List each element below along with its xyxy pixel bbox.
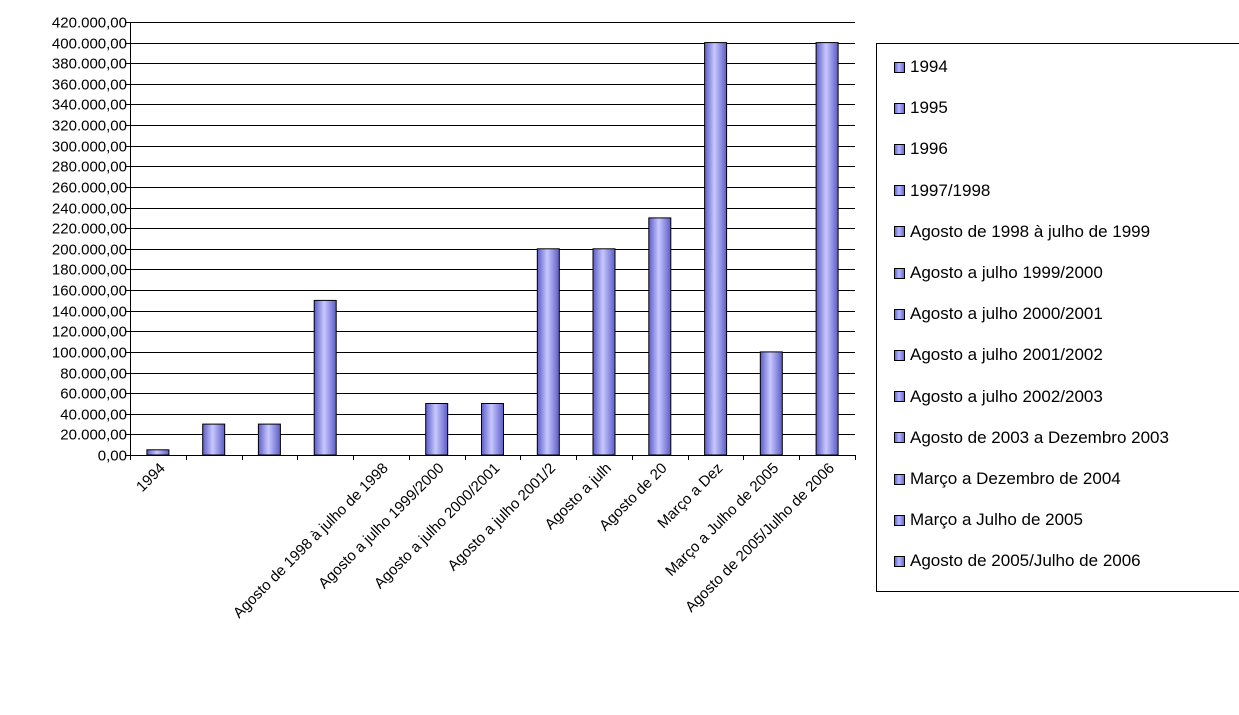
legend-item: 1996 [894,138,948,160]
legend-label: 1994 [910,57,948,76]
legend-item: Agosto a julho 2001/2002 [894,344,1103,366]
legend-swatch [894,391,905,403]
legend-item: Março a Dezembro de 2004 [894,468,1121,490]
bar [759,351,783,456]
bar [481,403,504,456]
y-tick-label: 180.000,00 [52,262,127,279]
bar [146,449,170,456]
legend-swatch [894,432,905,444]
y-tick-label: 0,00 [98,448,127,465]
legend-swatch [894,226,905,238]
y-tick-label: 160.000,00 [52,283,127,300]
legend-label: Agosto de 2003 a Dezembro 2003 [910,427,1169,447]
legend-item: Agosto a julho 1999/2000 [894,262,1103,284]
bar [592,248,616,456]
legend-label: Agosto a julho 1999/2000 [910,263,1103,282]
legend-label: 1996 [910,139,948,159]
gridlines [130,22,855,435]
y-tick-label: 20.000,00 [60,427,127,444]
y-tick-label: 140.000,00 [52,304,127,321]
legend-swatch [894,349,905,361]
legend-swatch [894,267,905,279]
legend-swatch [894,143,905,155]
x-tick-label: Agosto a julho 2001/2 [444,460,559,575]
legend-label: Agosto de 2005/Julho de 2006 [910,551,1141,571]
y-tick-label: 220.000,00 [52,221,127,238]
bar [257,423,281,456]
legend: 1994 1995 1996 1997/1998 Agosto de 1998 … [876,43,1239,592]
bar [815,42,839,456]
bars [146,42,839,456]
axes [125,22,856,460]
y-tick-label: 100.000,00 [52,345,127,362]
bar [704,42,728,456]
bar [536,248,560,456]
legend-swatch [894,61,905,73]
bar-chart: 0,00 20.000,00 40.000,00 60.000,00 80.000,00… [52,15,856,622]
y-tick-label: 240.000,00 [52,201,127,218]
legend-label: Agosto a julho 2001/2002 [910,345,1103,365]
legend-swatch [894,514,905,526]
legend-swatch [894,185,905,197]
legend-label: Agosto a julho 2000/2001 [910,304,1103,324]
legend-label: 1995 [910,98,948,118]
x-axis-tick-labels: 1994 Agosto de 1998 à julho de 1998Agosto… [133,460,838,622]
bar [313,299,337,456]
y-tick-label: 40.000,00 [60,407,127,424]
legend-swatch [894,308,905,320]
y-tick-label: 340.000,00 [52,97,127,114]
legend-label: Agosto a julho 2002/2003 [910,386,1103,406]
legend-label: Março a Dezembro de 2004 [910,469,1121,488]
y-tick-label: 260.000,00 [52,180,127,197]
legend-item: Agosto a julho 2000/2001 [894,303,1103,325]
legend-item: Agosto de 1998 à julho de 1999 [894,221,1150,243]
legend-item: Março a Julho de 2005 [894,509,1083,531]
y-tick-label: 400.000,00 [52,36,127,53]
legend-swatch [894,473,905,485]
y-tick-label: 320.000,00 [52,118,127,135]
x-tick-label: Março a Julho de 2005 [662,460,782,580]
y-tick-label: 360.000,00 [52,77,127,94]
x-tick-label: 1994 [133,460,169,496]
legend-item: 1997/1998 [894,180,990,202]
legend-item: Agosto de 2005/Julho de 2006 [894,550,1141,572]
legend-label: Março a Julho de 2005 [910,510,1083,530]
bar [202,423,226,456]
bar [425,403,449,456]
y-tick-label: 80.000,00 [60,366,127,383]
legend-item: Agosto a julho 2002/2003 [894,386,1103,408]
y-tick-label: 60.000,00 [60,386,127,403]
legend-label: 1997/1998 [910,180,991,200]
legend-item: 1995 [894,97,948,119]
y-tick-label: 120.000,00 [52,324,127,341]
legend-item: Agosto de 2003 a Dezembro 2003 [894,427,1169,449]
bar [648,217,672,456]
y-tick-label: 200.000,00 [52,242,127,259]
y-tick-label: 280.000,00 [52,159,127,176]
legend-swatch [894,555,905,567]
legend-swatch [894,102,905,114]
y-tick-label: 420.000,00 [52,15,127,32]
legend-label: Agosto de 1998 à julho de 1999 [910,221,1151,241]
y-tick-label: 380.000,00 [52,56,127,73]
legend-item: 1994 [894,56,948,78]
y-tick-label: 300.000,00 [52,139,127,156]
y-axis-tick-labels: 0,00 20.000,00 40.000,00 60.000,00 80.000,00… [52,15,127,465]
